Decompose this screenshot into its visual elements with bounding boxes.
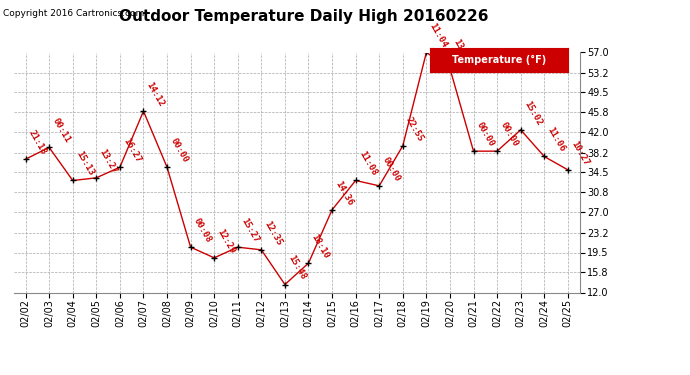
- Text: 12:35: 12:35: [263, 219, 284, 247]
- Text: 12:29: 12:29: [215, 227, 237, 255]
- Text: Outdoor Temperature Daily High 20160226: Outdoor Temperature Daily High 20160226: [119, 9, 489, 24]
- Text: 11:08: 11:08: [357, 150, 378, 178]
- Text: 00:11: 00:11: [50, 117, 72, 145]
- Text: 15:27: 15:27: [239, 217, 260, 244]
- Text: Temperature (°F): Temperature (°F): [452, 55, 546, 65]
- Text: 15:48: 15:48: [286, 254, 308, 282]
- Text: 22:55: 22:55: [404, 115, 426, 143]
- Text: 18:10: 18:10: [310, 232, 331, 260]
- Text: 16:27: 16:27: [121, 136, 143, 164]
- Text: Copyright 2016 Cartronics.com: Copyright 2016 Cartronics.com: [3, 9, 145, 18]
- Text: 00:00: 00:00: [475, 121, 496, 148]
- Text: 11:06: 11:06: [546, 126, 567, 154]
- Text: 13:54: 13:54: [451, 38, 473, 66]
- Text: 00:08: 00:08: [192, 217, 213, 244]
- Text: 00:00: 00:00: [498, 121, 520, 148]
- Text: 11:04: 11:04: [428, 22, 449, 50]
- Text: 00:00: 00:00: [168, 136, 190, 164]
- Text: 21:18: 21:18: [27, 129, 48, 156]
- Text: 14:12: 14:12: [145, 81, 166, 108]
- Text: 10:27: 10:27: [569, 139, 591, 167]
- Text: 13:27: 13:27: [98, 147, 119, 175]
- Text: 15:13: 15:13: [74, 150, 95, 178]
- Text: 00:00: 00:00: [381, 155, 402, 183]
- Text: 15:02: 15:02: [522, 99, 543, 127]
- Text: 14:36: 14:36: [333, 179, 355, 207]
